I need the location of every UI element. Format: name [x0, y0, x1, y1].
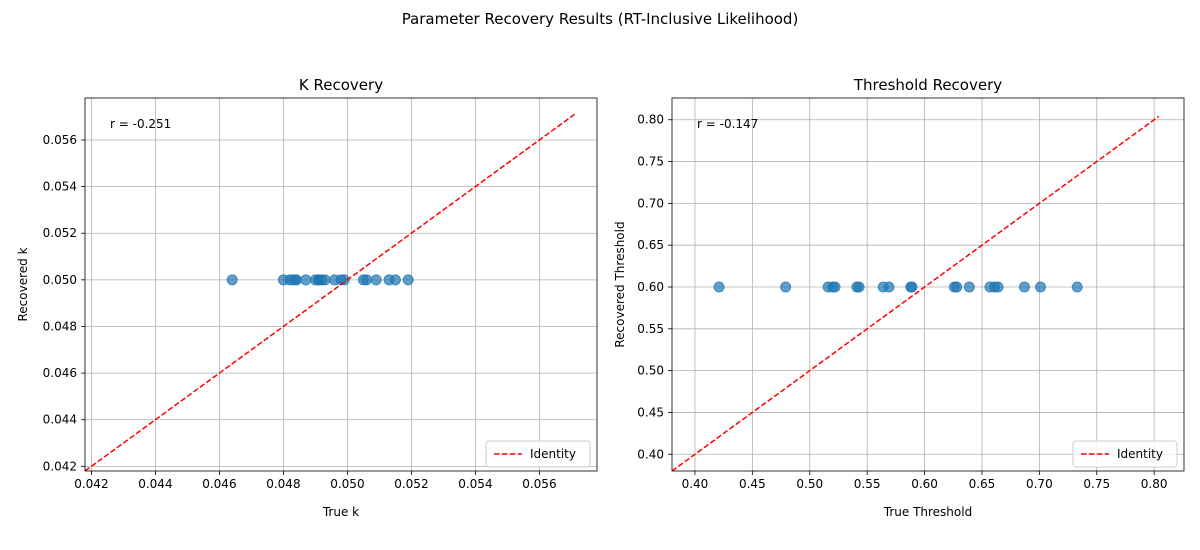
y-tick-label: 0.042 — [43, 459, 77, 473]
x-tick-label: 0.65 — [969, 477, 996, 491]
identity-line — [672, 115, 1160, 471]
chart-title: Threshold Recovery — [853, 76, 1002, 94]
scatter-point — [906, 281, 918, 293]
y-tick-label: 0.45 — [637, 405, 664, 419]
y-tick-label: 0.050 — [43, 273, 77, 287]
y-tick-label: 0.65 — [637, 238, 664, 252]
legend-identity-label: Identity — [530, 447, 576, 461]
identity-line — [85, 113, 576, 471]
x-tick-label: 0.048 — [266, 477, 300, 491]
y-tick-label: 0.40 — [637, 447, 664, 461]
scatter-point — [1071, 281, 1083, 293]
axes-frame — [84, 97, 598, 472]
x-tick-label: 0.054 — [458, 477, 492, 491]
y-tick-label: 0.55 — [637, 322, 664, 336]
legend: Identity — [1072, 440, 1178, 468]
panel-threshold-recovery: 0.40 0.45 0.50 0.55 0.60 0.65 0.70 0.75 0.80 0.40… — [613, 76, 1185, 519]
x-tick-label: 0.45 — [739, 477, 766, 491]
scatter-point — [361, 274, 373, 286]
x-tick-label: 0.40 — [682, 477, 709, 491]
scatter-point — [290, 274, 302, 286]
legend: Identity — [485, 440, 591, 468]
correlation-annotation: r = -0.147 — [697, 117, 758, 131]
scatter-point — [853, 281, 865, 293]
x-tick-label: 0.052 — [394, 477, 428, 491]
x-axis-label: True k — [322, 505, 359, 519]
legend-frame — [485, 440, 591, 468]
scatter-point — [300, 274, 312, 286]
scatter-point — [319, 274, 331, 286]
y-tick-label: 0.75 — [637, 155, 664, 169]
figure-suptitle: Parameter Recovery Results (RT-Inclusive… — [402, 10, 799, 28]
y-tick-label: 0.046 — [43, 366, 77, 380]
scatter-point — [402, 274, 414, 286]
x-tick-label: 0.046 — [202, 477, 236, 491]
x-tick-label: 0.80 — [1141, 477, 1168, 491]
x-tick-label: 0.70 — [1026, 477, 1053, 491]
chart-title: K Recovery — [299, 76, 383, 94]
y-tick-label: 0.60 — [637, 280, 664, 294]
scatter-point — [389, 274, 401, 286]
legend-frame — [1072, 440, 1178, 468]
x-tick-label: 0.044 — [138, 477, 172, 491]
scatter-point — [226, 274, 238, 286]
x-tick-label: 0.042 — [74, 477, 108, 491]
y-tick-label: 0.056 — [43, 133, 77, 147]
y-axis-label: Recovered Threshold — [613, 221, 627, 347]
y-axis-label: Recovered k — [16, 247, 30, 321]
x-tick-label: 0.50 — [796, 477, 823, 491]
y-tick-label: 0.054 — [43, 180, 77, 194]
scatter-point — [1035, 281, 1047, 293]
scatter-point — [992, 281, 1004, 293]
x-axis-label: True Threshold — [883, 505, 972, 519]
y-tick-label: 0.80 — [637, 113, 664, 127]
x-tick-label: 0.050 — [330, 477, 364, 491]
panel-k-recovery: 0.042 0.044 0.046 0.048 0.050 0.052 0.054 0.056… — [16, 76, 598, 519]
scatter-point — [338, 274, 350, 286]
y-tick-label: 0.70 — [637, 196, 664, 210]
x-tick-label: 0.60 — [911, 477, 938, 491]
x-tick-label: 0.056 — [522, 477, 556, 491]
scatter-point — [780, 281, 792, 293]
correlation-annotation: r = -0.251 — [110, 117, 171, 131]
scatter-point — [963, 281, 975, 293]
scatter-point — [713, 281, 725, 293]
scatter-point — [370, 274, 382, 286]
scatter-point — [829, 281, 841, 293]
y-tick-label: 0.052 — [43, 226, 77, 240]
scatter-point — [951, 281, 963, 293]
y-tick-label: 0.50 — [637, 364, 664, 378]
x-tick-label: 0.75 — [1083, 477, 1110, 491]
x-tick-label: 0.55 — [854, 477, 881, 491]
axes-frame — [671, 97, 1185, 472]
scatter-point — [1018, 281, 1030, 293]
scatter-point — [883, 281, 895, 293]
y-tick-label: 0.048 — [43, 319, 77, 333]
legend-identity-label: Identity — [1117, 447, 1163, 461]
y-tick-label: 0.044 — [43, 413, 77, 427]
